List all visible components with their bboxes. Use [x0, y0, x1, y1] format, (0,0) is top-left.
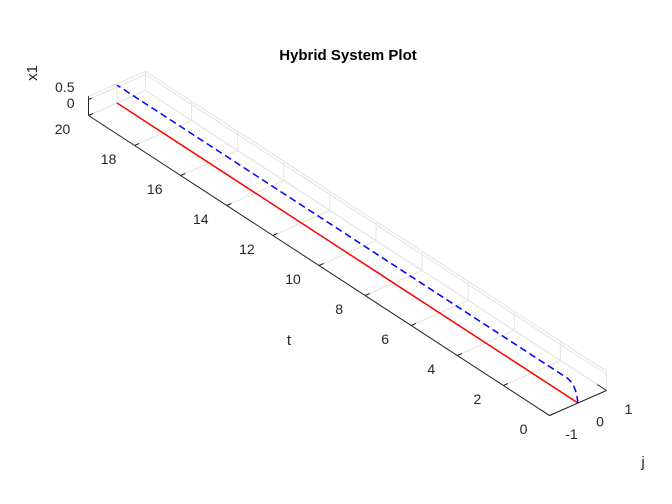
z-tick-label: 0	[67, 95, 75, 111]
grid-line	[145, 74, 607, 375]
t-tick-label: 10	[285, 271, 301, 287]
z-tick	[88, 113, 93, 116]
j-axis-label: j	[640, 454, 644, 471]
t-tick	[457, 353, 463, 356]
t-tick	[364, 293, 370, 296]
t-tick-label: 6	[381, 331, 389, 347]
chart-title: Hybrid System Plot	[279, 47, 417, 64]
j-tick-label: 1	[625, 401, 633, 417]
t-tick-label: 12	[239, 241, 255, 257]
t-tick-label: 14	[193, 211, 209, 227]
t-tick	[318, 263, 324, 266]
t-tick-label: 16	[147, 181, 163, 197]
box-edge	[145, 70, 607, 372]
t-tick	[134, 143, 140, 146]
t-tick-label: 8	[335, 301, 343, 317]
data-line	[116, 102, 579, 404]
j-tick-label: -1	[565, 426, 578, 442]
z-tick	[88, 97, 93, 100]
grid-line	[145, 90, 607, 391]
t-tick-label: 2	[474, 391, 482, 407]
t-tick	[549, 413, 555, 416]
data-line	[116, 84, 579, 404]
j-tick	[540, 409, 550, 416]
t-tick-label: 20	[55, 121, 71, 137]
t-tick	[180, 173, 186, 176]
t-tick-label: 18	[101, 151, 117, 167]
t-tick	[272, 233, 278, 236]
t-tick-label: 0	[520, 421, 528, 437]
z-axis-label: x1	[24, 65, 41, 81]
t-axis-label: t	[287, 332, 292, 349]
z-tick-label: 0.5	[55, 79, 75, 95]
t-tick	[410, 323, 416, 326]
j-tick-label: 0	[596, 414, 604, 430]
grid-line	[88, 74, 146, 100]
j-tick	[597, 384, 607, 391]
t-tick-label: 4	[427, 361, 435, 377]
box-edge	[88, 70, 146, 97]
t-tick	[503, 383, 509, 386]
t-tick	[226, 203, 232, 206]
